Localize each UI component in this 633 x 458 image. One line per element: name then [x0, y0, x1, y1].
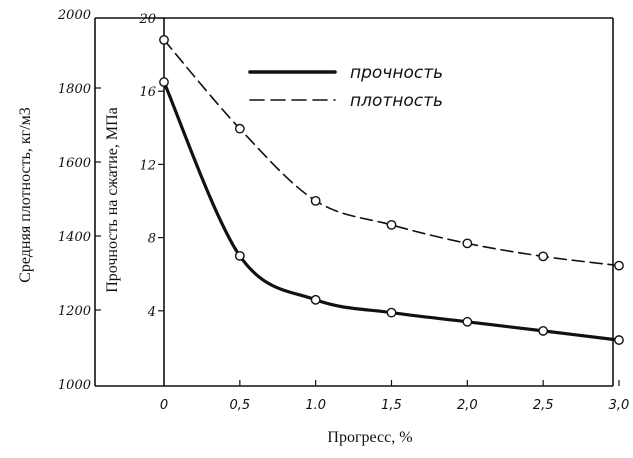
- left-axis-title-text: Средняя плотность, кг/м3: [17, 107, 34, 283]
- left-tick-label: 1800: [58, 82, 91, 97]
- right-tick-label: 20: [138, 12, 156, 27]
- data-point: [310, 294, 321, 305]
- left-tick-label: 1200: [58, 304, 91, 319]
- legend: прочность плотность: [248, 63, 443, 111]
- right-axis-title: Прочность на сжатие, МПа: [104, 107, 121, 293]
- data-point: [538, 251, 549, 262]
- data-point: [234, 123, 245, 134]
- left-axis-title: Средняя плотность, кг/м3: [17, 107, 34, 283]
- data-point: [234, 250, 245, 261]
- x-tick-label: 2,0: [457, 398, 478, 413]
- series-line-strength: [162, 80, 621, 342]
- data-point: [159, 77, 169, 87]
- right-tick-label: 8: [148, 232, 156, 247]
- left-tick-label: 1400: [58, 230, 91, 245]
- data-point: [159, 35, 169, 45]
- left-tick-label: 2000: [57, 8, 91, 23]
- series-layer: [159, 35, 624, 345]
- x-tick-label: 0,5: [229, 398, 250, 413]
- data-point: [462, 238, 473, 249]
- legend-label: плотность: [350, 91, 443, 111]
- right-tick-label: 4: [147, 305, 156, 320]
- tick-layer: 1000 1200 1400 1600 1800 2000 4 8 12 16 20 0 0,5 1.0 1…: [57, 8, 629, 413]
- x-tick-label: 0: [160, 398, 168, 413]
- data-point: [386, 307, 397, 318]
- x-tick-label: 3,0: [609, 398, 630, 413]
- data-point: [538, 326, 549, 336]
- x-axis-title: Прогресс, %: [327, 429, 412, 446]
- x-tick-label: 2,5: [533, 398, 554, 413]
- x-tick-label: 1,5: [381, 398, 402, 413]
- left-tick-label: 1600: [58, 156, 91, 171]
- data-point: [614, 335, 624, 345]
- x-tick-label: 1.0: [305, 398, 326, 413]
- data-point: [310, 195, 321, 206]
- left-tick-label: 1000: [58, 378, 91, 393]
- data-point: [614, 260, 624, 271]
- data-point: [462, 316, 473, 327]
- right-tick-label: 12: [139, 158, 156, 173]
- legend-label: прочность: [350, 63, 443, 83]
- data-point: [386, 219, 397, 230]
- right-tick-label: 16: [139, 85, 156, 100]
